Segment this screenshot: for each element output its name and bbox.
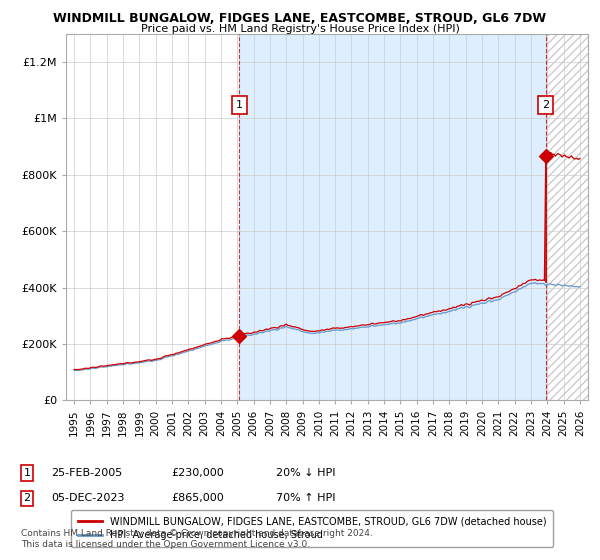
Text: Price paid vs. HM Land Registry's House Price Index (HPI): Price paid vs. HM Land Registry's House … (140, 24, 460, 34)
Bar (239, 34, 546, 400)
Legend: WINDMILL BUNGALOW, FIDGES LANE, EASTCOMBE, STROUD, GL6 7DW (detached house), HPI: WINDMILL BUNGALOW, FIDGES LANE, EASTCOMB… (71, 510, 553, 547)
Text: £865,000: £865,000 (171, 493, 224, 503)
Bar (546, 34, 588, 400)
Text: 1: 1 (23, 468, 31, 478)
Text: Contains HM Land Registry data © Crown copyright and database right 2024.
This d: Contains HM Land Registry data © Crown c… (21, 529, 373, 549)
Text: 70% ↑ HPI: 70% ↑ HPI (276, 493, 335, 503)
Text: 25-FEB-2005: 25-FEB-2005 (51, 468, 122, 478)
Point (541, 152, 551, 161)
Text: 2: 2 (542, 100, 550, 110)
Text: WINDMILL BUNGALOW, FIDGES LANE, EASTCOMBE, STROUD, GL6 7DW: WINDMILL BUNGALOW, FIDGES LANE, EASTCOMB… (53, 12, 547, 25)
Text: 20% ↓ HPI: 20% ↓ HPI (276, 468, 335, 478)
Text: 1: 1 (236, 100, 243, 110)
Text: 2: 2 (23, 493, 31, 503)
Text: £230,000: £230,000 (171, 468, 224, 478)
Point (235, 331, 244, 340)
Text: 05-DEC-2023: 05-DEC-2023 (51, 493, 125, 503)
